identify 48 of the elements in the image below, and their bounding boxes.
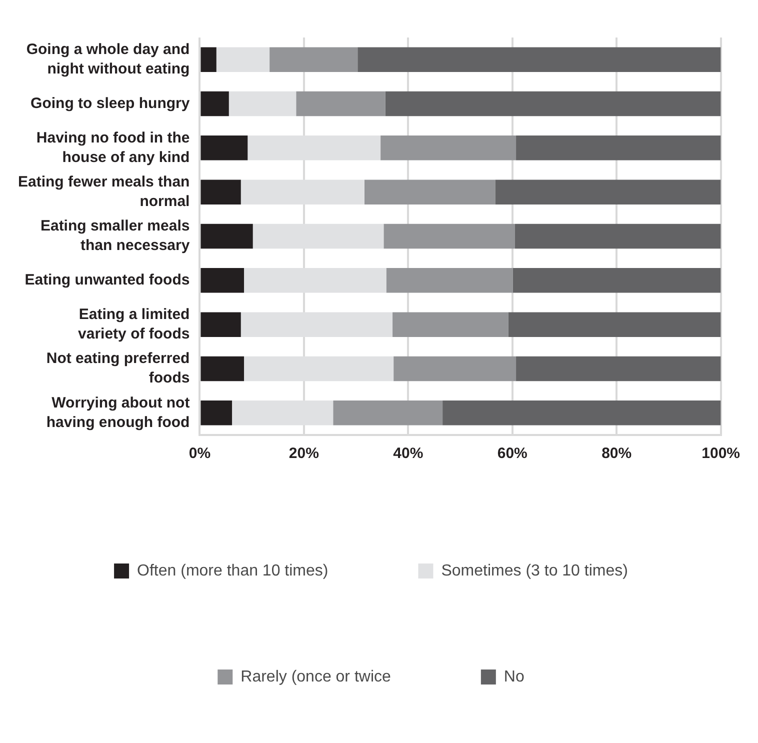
x-tick-label: 20%	[288, 445, 319, 462]
legend-label: Often (more than 10 times)	[137, 562, 328, 580]
y-tick-label: Eating smaller meals than necessary	[40, 218, 190, 254]
bar	[200, 47, 216, 72]
bar	[228, 91, 296, 116]
y-tick-label: Having no food in the house of any kind	[36, 129, 190, 166]
bar	[200, 91, 229, 116]
bar	[200, 356, 244, 382]
y-tick-label: Going to sleep hungry	[30, 94, 190, 112]
bar	[333, 400, 443, 426]
y-tick-label: Worrying about not having enough food	[46, 394, 190, 431]
bar	[200, 268, 244, 293]
bar	[512, 268, 721, 293]
y-tick-label: Eating unwanted foods	[24, 272, 190, 289]
bar	[200, 400, 232, 426]
x-tick-label: 0%	[188, 445, 211, 462]
bar	[270, 47, 358, 72]
bar	[392, 312, 508, 337]
bar	[516, 356, 721, 382]
x-tick-label: 100%	[702, 445, 740, 462]
bar	[384, 224, 515, 249]
x-tick-label: 60%	[497, 445, 528, 462]
y-tick-label: Eating fewer meals than normal	[18, 173, 190, 210]
bar	[200, 136, 248, 160]
x-tick-label: 40%	[393, 445, 424, 462]
bar	[200, 180, 241, 204]
bar	[514, 224, 721, 249]
bar	[516, 136, 721, 160]
bar	[296, 91, 386, 116]
bar	[200, 312, 241, 337]
x-tick-label: 80%	[602, 445, 632, 462]
bar	[386, 268, 513, 293]
y-tick-label: Going a whole day and night without eating	[26, 40, 190, 78]
y-tick-label: Eating a limited variety of foods	[78, 306, 190, 342]
bar	[508, 312, 721, 337]
bar	[358, 47, 721, 72]
bar	[216, 47, 270, 72]
bar	[380, 136, 516, 160]
bar	[385, 91, 721, 116]
bar	[442, 400, 721, 426]
legend-label: Sometimes (3 to 10 times)	[441, 562, 628, 580]
bar	[394, 356, 516, 382]
y-tick-label: Not eating preferred foods	[46, 350, 190, 387]
legend-label: No	[504, 668, 524, 686]
bar	[364, 180, 496, 204]
bar	[495, 180, 721, 204]
legend-label: Rarely (once or twice	[240, 668, 392, 686]
bar	[200, 224, 253, 249]
